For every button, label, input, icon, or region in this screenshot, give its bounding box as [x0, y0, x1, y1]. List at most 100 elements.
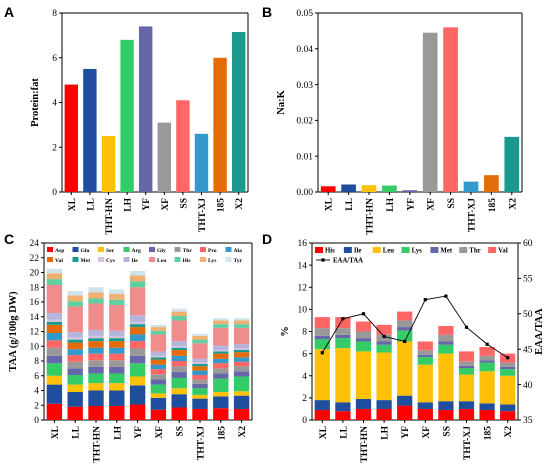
legend-swatch: [123, 257, 130, 262]
x-tick-label: XF: [161, 198, 171, 211]
stack-seg-ile: [109, 330, 125, 336]
stack-seg-tyr: [46, 268, 63, 274]
panel-b: B 0.00 0.01 0.02 0.03 0.04 0.05 Na:K XL LL THT-HN L…: [262, 4, 523, 235]
stack-seg-asp: [129, 404, 146, 420]
panel-letter-b: B: [262, 4, 272, 20]
stack-seg-ile: [171, 341, 187, 347]
x-tick-label: THT-XJ: [197, 426, 207, 460]
stack-seg-val: [314, 317, 330, 329]
stack-seg-val: [150, 359, 167, 365]
bar-tht-xj: [194, 133, 209, 192]
stack-seg-val: [458, 351, 475, 362]
stack-seg-thr: [376, 334, 392, 342]
stack-seg-met: [458, 365, 475, 369]
bar-ss: [176, 100, 190, 192]
stack-seg-tyr: [67, 290, 83, 296]
stack-seg-tyr: [129, 271, 146, 276]
stack-seg-glu: [150, 397, 167, 410]
stack-seg-thr: [192, 379, 208, 384]
legend-line-marker: [321, 258, 325, 262]
stack-seg-pro: [109, 353, 125, 361]
legend-label: Met: [81, 258, 91, 264]
stack-seg-leu: [376, 352, 392, 401]
stack-seg-asp: [109, 405, 125, 420]
stack-seg-leu: [67, 306, 83, 333]
stack-seg-thr: [233, 366, 250, 372]
stack-seg-ala: [46, 332, 63, 341]
x-tick-label: YF: [401, 426, 411, 439]
x-tick-label: SS: [179, 198, 189, 209]
stack-seg-lys: [479, 362, 495, 372]
stack-seg-his: [438, 410, 454, 420]
stack-seg-ile: [88, 330, 104, 336]
stack-seg-gly: [88, 366, 104, 374]
stack-seg-leu: [88, 303, 104, 331]
x-tick-label: X2: [238, 426, 248, 438]
stack-seg-lys: [355, 341, 372, 352]
stack-seg-ser: [109, 383, 125, 391]
stack-seg-pro: [150, 369, 167, 375]
y-tick-label: 0.01: [296, 152, 313, 162]
x-tick-label: 185: [484, 426, 494, 441]
x-tick-label: XF: [427, 198, 437, 211]
stack-seg-ile: [355, 398, 372, 409]
legend-swatch: [401, 247, 410, 253]
stack-seg-thr: [314, 328, 330, 336]
x-tick-label: LH: [381, 425, 391, 439]
stack-seg-ala: [129, 334, 146, 342]
stack-seg-arg: [109, 373, 125, 384]
stack-seg-met: [335, 334, 351, 339]
stack-seg-cys: [67, 337, 83, 340]
stack-seg-val: [192, 366, 208, 371]
stack-seg-leu: [171, 320, 187, 342]
stack-seg-gly: [192, 383, 208, 389]
legend-label: Met: [440, 248, 452, 255]
y-tick-label: 0: [302, 416, 307, 426]
legend-swatch: [72, 247, 79, 252]
stack-seg-glu: [46, 384, 63, 404]
stack-seg-met: [88, 338, 104, 342]
legend-label: Arg: [132, 248, 142, 254]
stack-seg-ile: [500, 404, 516, 412]
stack-seg-his: [88, 298, 104, 304]
stack-seg-ala: [88, 347, 104, 354]
stack-seg-lys: [438, 344, 454, 354]
stack-seg-leu: [192, 343, 208, 359]
stack-seg-thr: [213, 368, 229, 374]
stack-seg-lys: [213, 320, 229, 325]
y2-tick-label: 50: [523, 310, 533, 320]
stack-seg-met: [213, 351, 229, 354]
stack-seg-his: [314, 410, 330, 420]
x-tick-label: X2: [504, 426, 514, 438]
stack-seg-thr: [500, 362, 516, 367]
stack-seg-his: [417, 408, 433, 420]
stack-seg-ala: [213, 358, 229, 364]
stack-seg-arg: [171, 377, 187, 389]
y-tick-label: 16: [298, 239, 308, 249]
stack-seg-ser: [233, 391, 250, 396]
stack-seg-lys: [335, 338, 351, 349]
stack-seg-glu: [67, 391, 83, 407]
stack-seg-thr: [335, 328, 351, 335]
eaa-taa-point-ll: [341, 317, 345, 321]
legend-swatch: [343, 247, 352, 253]
x-tick-label: XF: [422, 426, 432, 439]
legend-swatch: [174, 247, 181, 252]
bar-185: [484, 175, 499, 192]
y-tick-label: 6: [52, 54, 57, 64]
stack-seg-leu: [458, 374, 475, 402]
y-axis-title: TAA (g/100g DW): [8, 291, 19, 372]
stack-seg-cys: [213, 349, 229, 352]
stack-seg-pro: [67, 355, 83, 362]
stack-seg-val: [438, 325, 454, 335]
eaa-taa-point-185: [485, 342, 489, 346]
stack-seg-val: [46, 324, 63, 333]
stack-seg-ile: [314, 400, 330, 411]
legend-swatch: [47, 247, 53, 252]
stack-seg-val: [335, 317, 351, 329]
stack-seg-met: [46, 321, 63, 325]
stack-seg-cys: [129, 321, 146, 325]
x-tick-label: LL: [345, 198, 355, 211]
stack-seg-leu: [314, 349, 330, 401]
y2-tick-label: 40: [523, 381, 533, 391]
